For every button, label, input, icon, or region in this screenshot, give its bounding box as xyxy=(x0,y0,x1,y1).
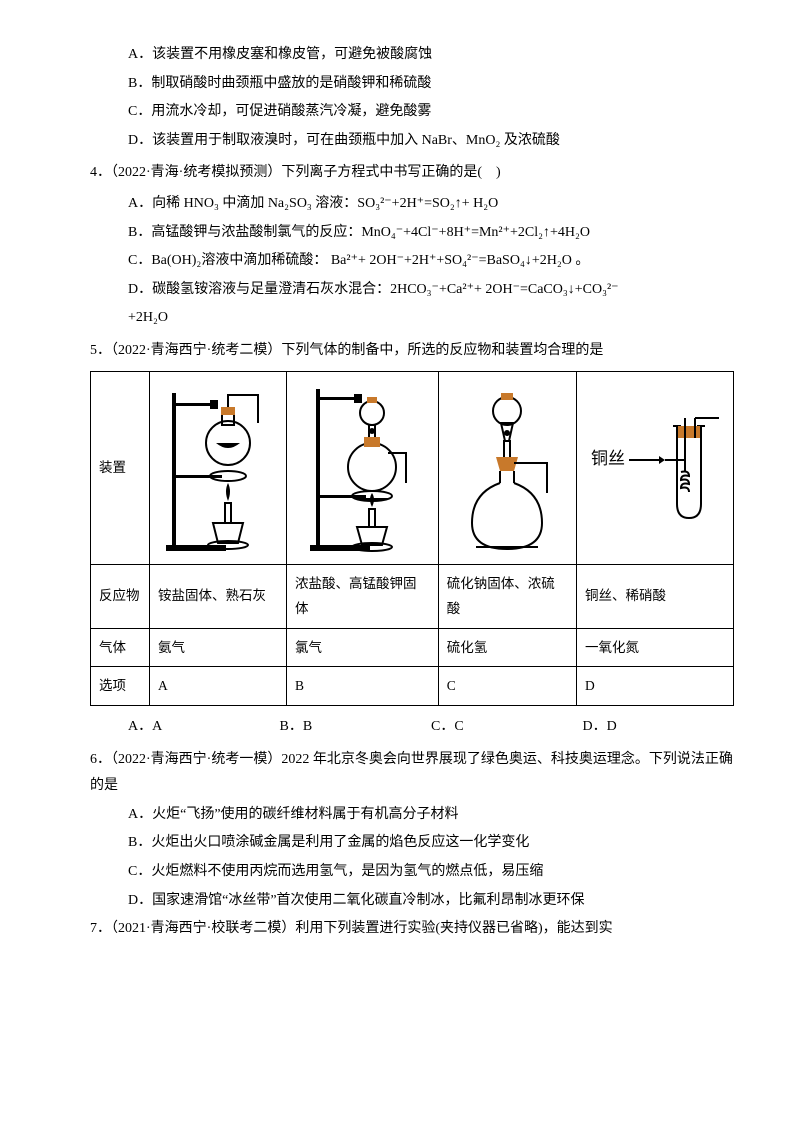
cell: C xyxy=(438,667,576,706)
cell: 氨气 xyxy=(150,628,287,667)
text: A．该装置不用橡皮塞和橡皮管，可避免被酸腐蚀 xyxy=(128,47,432,62)
row-header-gas: 气体 xyxy=(91,628,150,667)
text: +2H₂O xyxy=(128,310,168,325)
text: A．A xyxy=(128,719,162,734)
q5-answer-b[interactable]: B．B xyxy=(280,714,432,741)
q5-answers: A．A B．B C．C D．D xyxy=(90,714,734,741)
text: C．C xyxy=(431,719,464,734)
cell: 铵盐固体、熟石灰 xyxy=(150,564,287,628)
q7-stem: 7．（2021·青海西宁·校联考二模）利用下列装置进行实验(夹持仪器已省略)，能… xyxy=(90,916,734,943)
q4-option-b[interactable]: B．高锰酸钾与浓盐酸制氯气的反应：MnO₄⁻+4Cl⁻+8H⁺=Mn²⁺+2Cl… xyxy=(90,220,734,247)
q5-stem: 5．（2022·青海西宁·统考二模）下列气体的制备中，所选的反应物和装置均合理的… xyxy=(90,338,734,365)
device-c-cell xyxy=(438,371,576,564)
q4-stem: 4．（2022·青海·统考模拟预测）下列离子方程式中书写正确的是( ) xyxy=(90,160,734,187)
q4-option-c[interactable]: C．Ba(OH)₂溶液中滴加稀硫酸： Ba²⁺+ 2OH⁻+2H⁺+SO₄²⁻=… xyxy=(90,248,734,275)
text: 5．（2022·青海西宁·统考二模）下列气体的制备中，所选的反应物和装置均合理的… xyxy=(90,343,603,358)
q6-option-c[interactable]: C．火炬燃料不使用丙烷而选用氢气，是因为氢气的燃点低，易压缩 xyxy=(90,859,734,886)
device-a-cell xyxy=(150,371,287,564)
cell: 一氧化氮 xyxy=(576,628,733,667)
q6-option-d[interactable]: D．国家速滑馆“冰丝带”首次使用二氧化碳直冷制冰，比氟利昂制冰更环保 xyxy=(90,888,734,915)
q5-answer-a[interactable]: A．A xyxy=(128,714,280,741)
apparatus-a-icon xyxy=(158,383,278,553)
cell: A xyxy=(150,667,287,706)
text: 4．（2022·青海·统考模拟预测）下列离子方程式中书写正确的是( ) xyxy=(90,165,501,180)
text: C．Ba(OH)₂溶液中滴加稀硫酸： Ba²⁺+ 2OH⁻+2H⁺+SO₄²⁻=… xyxy=(128,253,589,268)
q4-option-a[interactable]: A．向稀 HNO₃ 中滴加 Na₂SO₃ 溶液：SO₃²⁻+2H⁺=SO₂↑+ … xyxy=(90,191,734,218)
apparatus-c-icon xyxy=(452,383,562,553)
q3-option-a[interactable]: A．该装置不用橡皮塞和橡皮管，可避免被酸腐蚀 xyxy=(90,42,734,69)
q5-table: 装置 xyxy=(90,371,734,707)
q3-option-d[interactable]: D．该装置用于制取液溴时，可在曲颈瓶中加入 NaBr、MnO₂ 及浓硫酸 xyxy=(90,128,734,155)
device-b-cell xyxy=(287,371,439,564)
text: C．用流水冷却，可促进硝酸蒸汽冷凝，避免酸雾 xyxy=(128,104,431,119)
q3-option-b[interactable]: B．制取硝酸时曲颈瓶中盛放的是硝酸钾和稀硫酸 xyxy=(90,71,734,98)
q6-stem: 6．（2022·青海西宁·统考一模）2022 年北京冬奥会向世界展现了绿色奥运、… xyxy=(90,747,734,800)
q5-answer-c[interactable]: C．C xyxy=(431,714,583,741)
cell: B xyxy=(287,667,439,706)
q6-option-a[interactable]: A．火炬“飞扬”使用的碳纤维材料属于有机高分子材料 xyxy=(90,802,734,829)
table-row-choice: 选项 A B C D xyxy=(91,667,734,706)
text: 6．（2022·青海西宁·统考一模）2022 年北京冬奥会向世界展现了绿色奥运、… xyxy=(90,752,733,794)
table-row-gas: 气体 氨气 氯气 硫化氢 一氧化氮 xyxy=(91,628,734,667)
text: A．向稀 HNO₃ 中滴加 Na₂SO₃ 溶液：SO₃²⁻+2H⁺=SO₂↑+ … xyxy=(128,196,498,211)
text: B．高锰酸钾与浓盐酸制氯气的反应：MnO₄⁻+4Cl⁻+8H⁺=Mn²⁺+2Cl… xyxy=(128,225,590,240)
text: A．火炬“飞扬”使用的碳纤维材料属于有机高分子材料 xyxy=(128,807,459,822)
cell: 铜丝、稀硝酸 xyxy=(576,564,733,628)
row-header-choice: 选项 xyxy=(91,667,150,706)
text: D．D xyxy=(583,719,617,734)
text: D．该装置用于制取液溴时，可在曲颈瓶中加入 NaBr、MnO₂ 及浓硫酸 xyxy=(128,133,560,148)
text: D．碳酸氢铵溶液与足量澄清石灰水混合：2HCO₃⁻+Ca²⁺+ 2OH⁻=CaC… xyxy=(128,282,619,297)
q5-answer-d[interactable]: D．D xyxy=(583,714,735,741)
q3-option-c[interactable]: C．用流水冷却，可促进硝酸蒸汽冷凝，避免酸雾 xyxy=(90,99,734,126)
cell: 硫化氢 xyxy=(438,628,576,667)
row-header-device: 装置 xyxy=(91,371,150,564)
q4-option-d[interactable]: D．碳酸氢铵溶液与足量澄清石灰水混合：2HCO₃⁻+Ca²⁺+ 2OH⁻=CaC… xyxy=(90,277,734,304)
text: B．火炬出火口喷涂碱金属是利用了金属的焰色反应这一化学变化 xyxy=(128,835,529,850)
table-row-device: 装置 xyxy=(91,371,734,564)
text: 7．（2021·青海西宁·校联考二模）利用下列装置进行实验(夹持仪器已省略)，能… xyxy=(90,921,613,936)
text: D．国家速滑馆“冰丝带”首次使用二氧化碳直冷制冰，比氟利昂制冰更环保 xyxy=(128,893,585,908)
cell: 浓盐酸、高锰酸钾固体 xyxy=(287,564,439,628)
apparatus-d-icon: 铜丝 xyxy=(585,408,725,528)
cell: D xyxy=(576,667,733,706)
cell: 硫化钠固体、浓硫酸 xyxy=(438,564,576,628)
copper-wire-label: 铜丝 xyxy=(591,449,625,468)
text: B．B xyxy=(280,719,313,734)
table-row-reactant: 反应物 铵盐固体、熟石灰 浓盐酸、高锰酸钾固体 硫化钠固体、浓硫酸 铜丝、稀硝酸 xyxy=(91,564,734,628)
device-d-cell: 铜丝 xyxy=(576,371,733,564)
cell: 氯气 xyxy=(287,628,439,667)
q6-option-b[interactable]: B．火炬出火口喷涂碱金属是利用了金属的焰色反应这一化学变化 xyxy=(90,830,734,857)
apparatus-b-icon xyxy=(302,383,422,553)
text: B．制取硝酸时曲颈瓶中盛放的是硝酸钾和稀硫酸 xyxy=(128,76,431,91)
row-header-reactant: 反应物 xyxy=(91,564,150,628)
text: C．火炬燃料不使用丙烷而选用氢气，是因为氢气的燃点低，易压缩 xyxy=(128,864,543,879)
q4-option-d-cont: +2H₂O xyxy=(90,305,734,332)
